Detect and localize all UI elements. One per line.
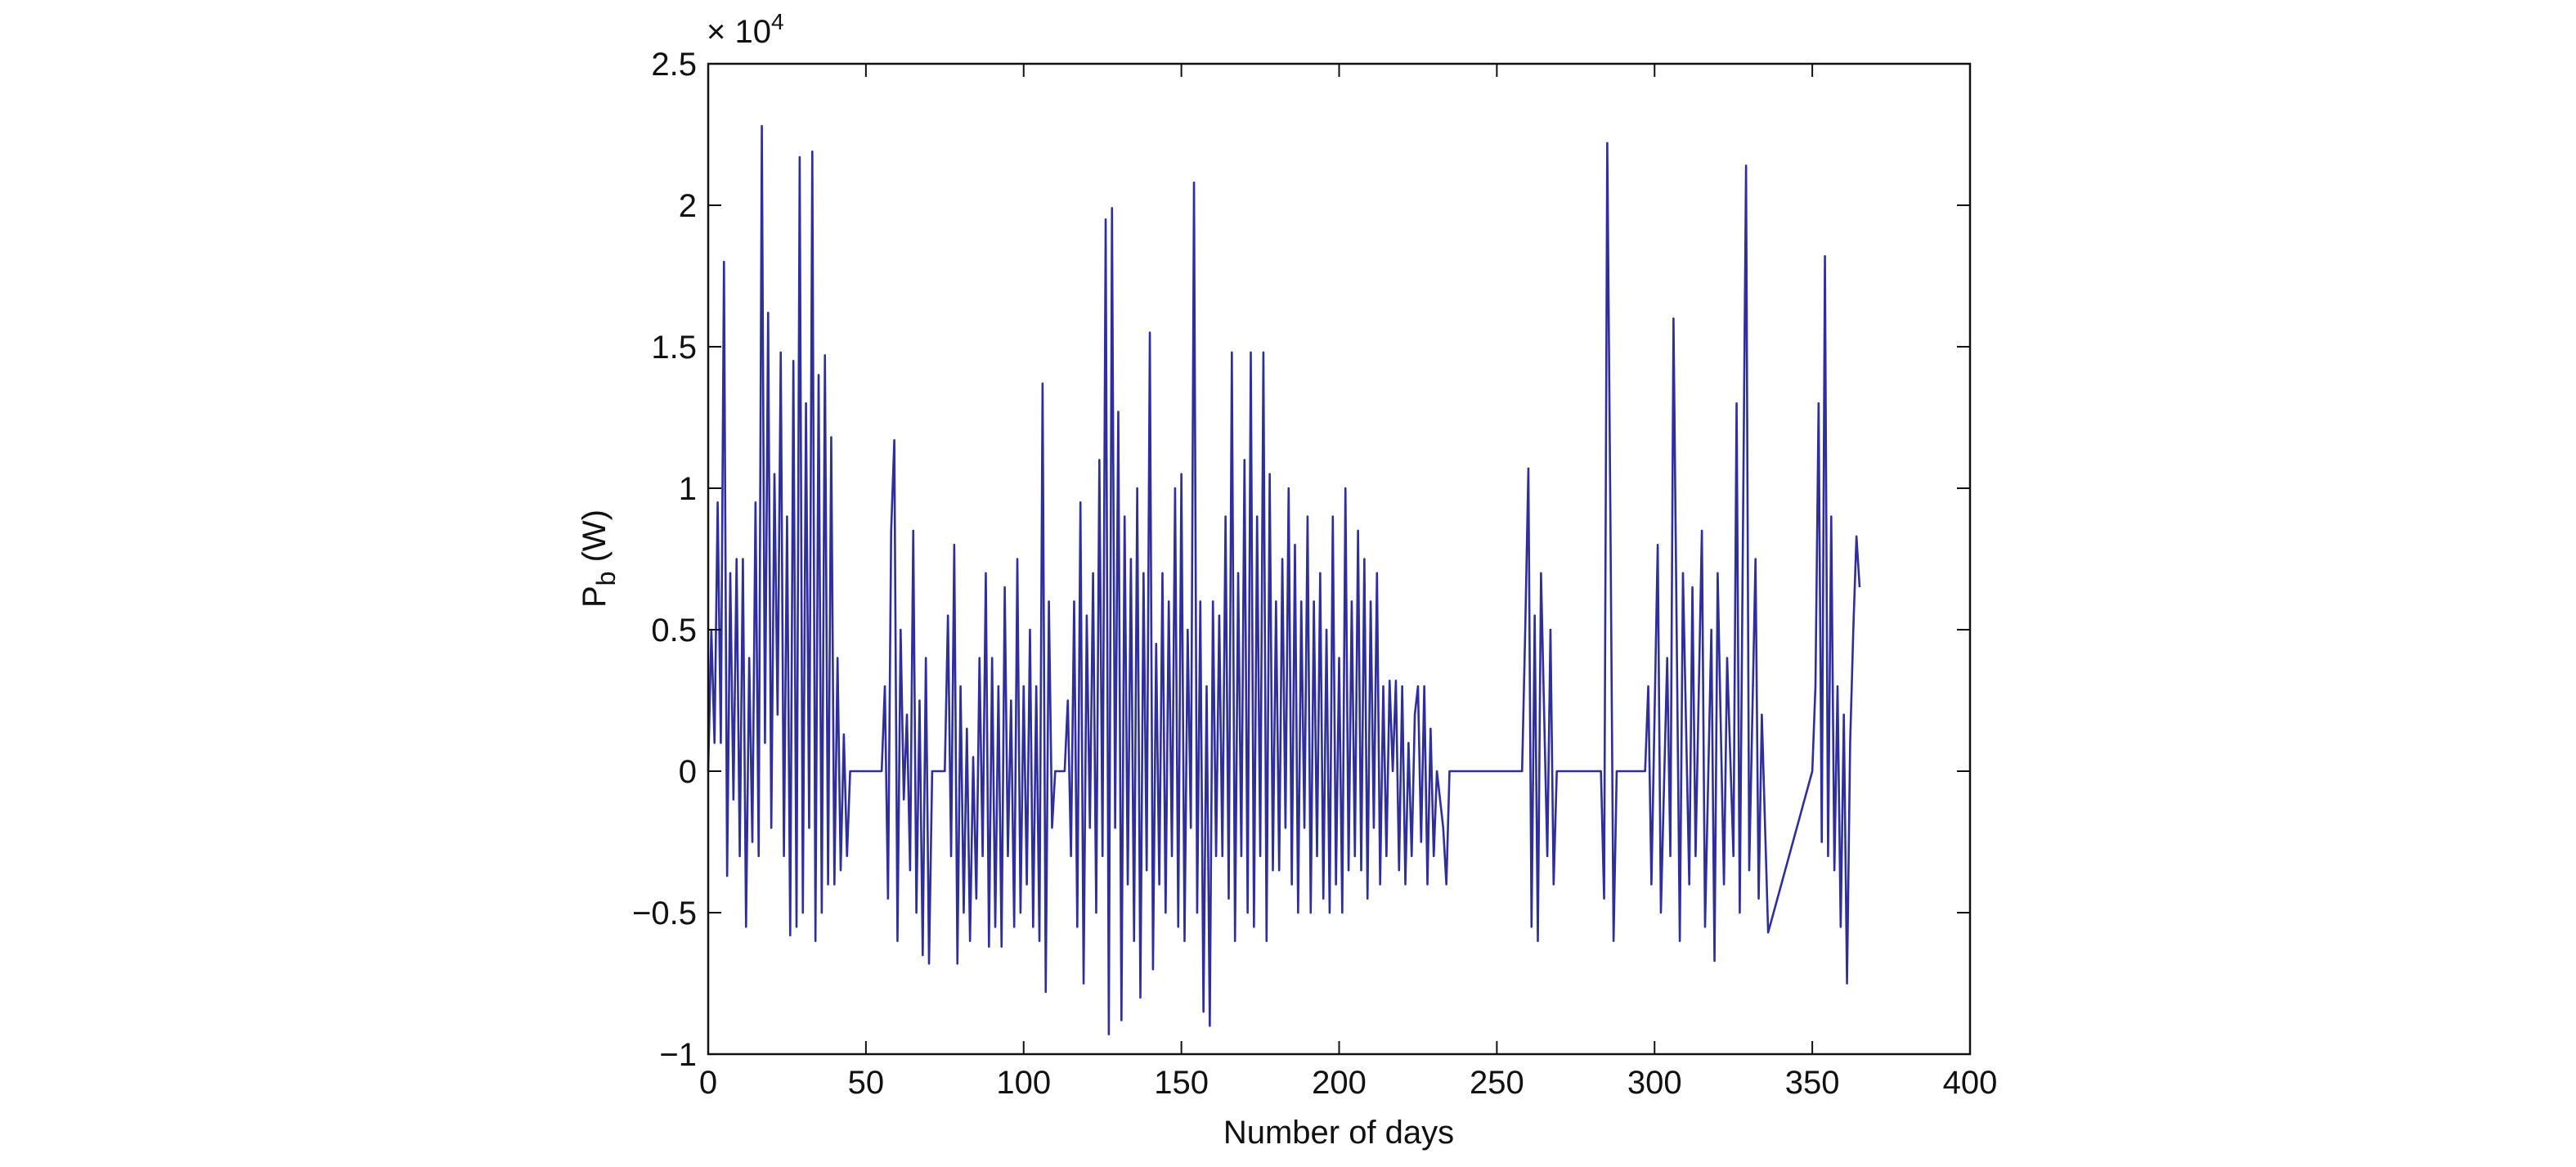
x-tick-label: 200 bbox=[1312, 1065, 1367, 1101]
y-tick-label: 2 bbox=[679, 188, 697, 224]
y-axis-label-unit: (W) bbox=[577, 509, 613, 572]
y-tick-label: 1 bbox=[679, 471, 697, 507]
y-tick-label: −1 bbox=[659, 1037, 697, 1073]
y-tick-label: −0.5 bbox=[632, 895, 697, 931]
y-tick-label: 0.5 bbox=[651, 613, 697, 649]
x-tick-label: 50 bbox=[848, 1065, 885, 1101]
x-tick-label: 100 bbox=[996, 1065, 1051, 1101]
y-tick-label: 0 bbox=[679, 754, 697, 790]
y-exponent: × 104 bbox=[707, 9, 784, 50]
x-tick-label: 250 bbox=[1470, 1065, 1524, 1101]
x-tick-label: 400 bbox=[1943, 1065, 1998, 1101]
x-tick-label: 0 bbox=[699, 1065, 717, 1101]
x-axis-label: Number of days bbox=[1223, 1115, 1454, 1151]
y-tick-label: 1.5 bbox=[651, 330, 697, 366]
y-axis-label-sub: b bbox=[591, 572, 621, 586]
x-tick-label: 300 bbox=[1627, 1065, 1682, 1101]
y-exponent-base: × 10 bbox=[707, 14, 771, 50]
y-axis-label-main: P bbox=[577, 586, 613, 608]
y-tick-label: 2.5 bbox=[651, 47, 697, 83]
x-tick-label: 350 bbox=[1785, 1065, 1840, 1101]
x-tick-label: 150 bbox=[1154, 1065, 1209, 1101]
y-axis-label: Pb (W) bbox=[577, 509, 621, 608]
y-exponent-power: 4 bbox=[771, 9, 784, 34]
data-line bbox=[707, 124, 1861, 1036]
plot-frame bbox=[707, 62, 1972, 1056]
